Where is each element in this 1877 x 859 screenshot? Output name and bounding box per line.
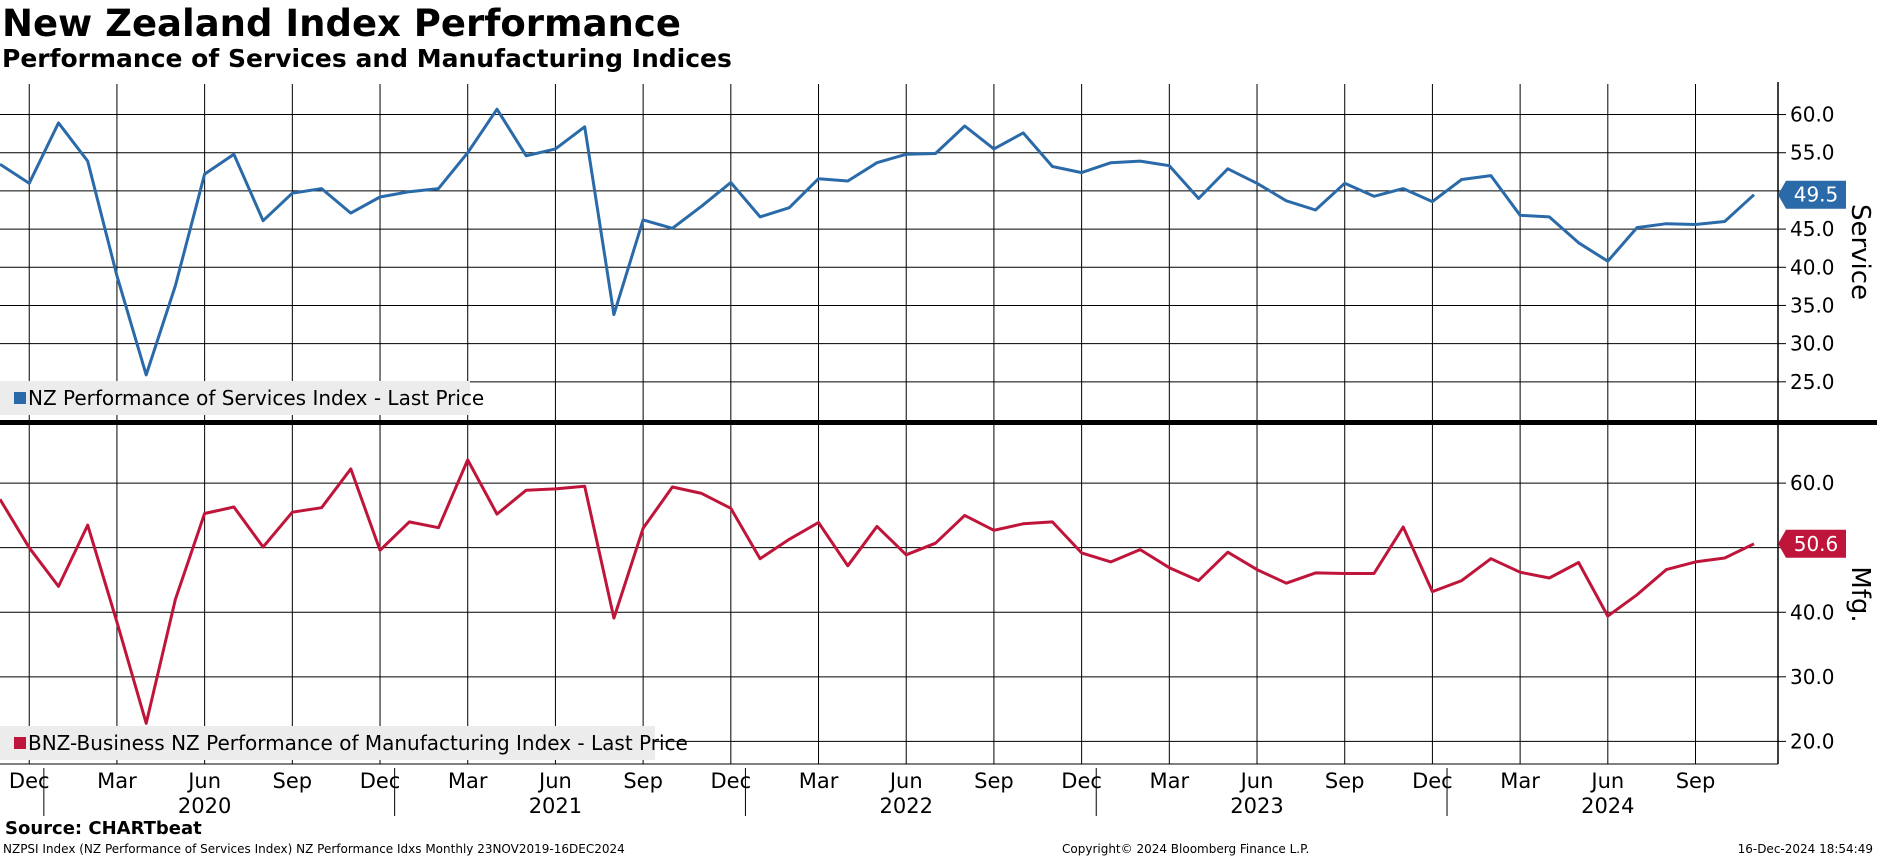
legend-box — [0, 381, 470, 415]
series-line — [0, 107, 1756, 377]
source-note: Source: CHARTbeat — [5, 818, 202, 839]
x-month-label: Sep — [1325, 769, 1365, 793]
y-tick-label: 60.0 — [1790, 471, 1835, 495]
last-value-label: 50.6 — [1794, 532, 1839, 556]
footer-copyright: Copyright© 2024 Bloomberg Finance L.P. — [1062, 842, 1310, 856]
x-month-label: Jun — [888, 769, 923, 793]
x-month-label: Jun — [1239, 769, 1274, 793]
x-month-label: Jun — [537, 769, 572, 793]
x-month-label: Dec — [9, 769, 50, 793]
y-tick-label: 60.0 — [1790, 103, 1835, 127]
last-value-label: 49.5 — [1794, 183, 1839, 207]
x-month-label: Mar — [97, 769, 137, 793]
legend-swatch — [14, 737, 26, 749]
y-axis-title: Mfg. — [1845, 566, 1875, 622]
x-axis: Dec Mar Jun Sep Dec Mar Jun Sep Dec Mar Jun Sep Dec M… — [9, 768, 1715, 818]
y-tick-label: 30.0 — [1790, 332, 1835, 356]
x-month-label: Dec — [1412, 769, 1453, 793]
x-month-label: Sep — [1676, 769, 1716, 793]
x-year-label: 2021 — [529, 794, 582, 818]
y-tick-label: 35.0 — [1790, 293, 1835, 317]
last-value-tag — [1778, 529, 1846, 558]
x-month-label: Sep — [974, 769, 1014, 793]
x-month-label: Mar — [1500, 769, 1540, 793]
y-tick-label: 45.0 — [1790, 217, 1835, 241]
x-month-label: Mar — [448, 769, 488, 793]
footer-timestamp: 16-Dec-2024 18:54:49 — [1737, 842, 1873, 856]
legend-label: NZ Performance of Services Index - Last … — [28, 386, 484, 410]
legend-swatch — [14, 392, 26, 404]
y-tick-label: 25.0 — [1790, 370, 1835, 394]
y-tick-label: 20.0 — [1790, 729, 1835, 753]
x-year-label: 2023 — [1230, 794, 1283, 818]
x-year-label: 2020 — [178, 794, 231, 818]
x-month-label: Jun — [186, 769, 221, 793]
y-tick-label: 40.0 — [1790, 600, 1835, 624]
y-tick-label: 40.0 — [1790, 255, 1835, 279]
series-line — [0, 458, 1755, 725]
x-month-label: Mar — [1150, 769, 1190, 793]
chart-title: New Zealand Index Performance — [2, 2, 681, 45]
x-month-label: Sep — [273, 769, 313, 793]
legend-label: BNZ-Business NZ Performance of Manufactu… — [28, 731, 688, 755]
last-value-tag — [1778, 180, 1846, 209]
legend-box — [0, 726, 655, 760]
x-month-label: Dec — [1061, 769, 1102, 793]
y-tick-label: 55.0 — [1790, 141, 1835, 165]
x-month-label: Jun — [1589, 769, 1624, 793]
footer-series-info: NZPSI Index (NZ Performance of Services … — [3, 842, 625, 856]
x-month-label: Sep — [623, 769, 663, 793]
x-year-label: 2024 — [1581, 794, 1634, 818]
manufacturing-panel: 20.030.040.050.060.0Mfg.50.6BNZ-Business… — [0, 425, 1875, 764]
y-axis-title: Service — [1845, 204, 1875, 300]
chart-subtitle: Performance of Services and Manufacturin… — [2, 44, 732, 73]
x-year-label: 2022 — [879, 794, 932, 818]
x-month-label: Mar — [799, 769, 839, 793]
x-month-label: Dec — [360, 769, 401, 793]
y-tick-label: 30.0 — [1790, 665, 1835, 689]
x-month-label: Dec — [711, 769, 752, 793]
panel-divider — [0, 420, 1877, 425]
services-panel: 25.030.035.040.045.050.055.060.0Service4… — [0, 82, 1875, 420]
